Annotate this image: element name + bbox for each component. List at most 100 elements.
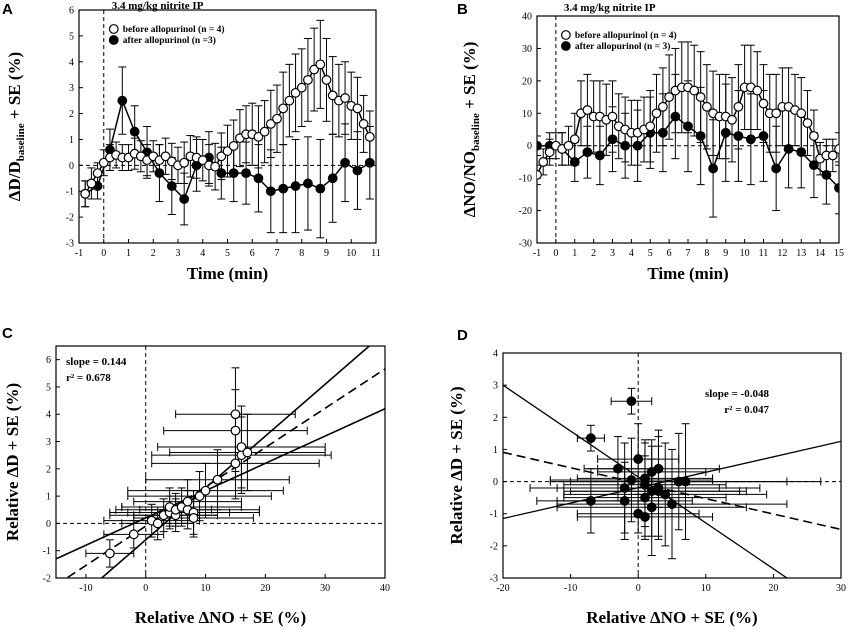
panel-c-xlabel: Relative ΔNO + SE (%) (135, 608, 306, 627)
panel-a-xtick-label: 10 (346, 248, 356, 259)
panel-d-data-point (646, 502, 657, 513)
panel-b-point-before (537, 170, 542, 180)
panel-b-xtick-label: 5 (648, 248, 653, 259)
panel-d-xtick-label: 10 (701, 583, 711, 594)
panel-b-point-before (645, 121, 656, 132)
panel-a-legend-filled-marker (108, 35, 119, 45)
panel-b-xtick-label: 2 (591, 248, 596, 259)
panel-a-point-after (290, 181, 301, 191)
panel-a-point-after (352, 165, 363, 176)
panel-a-point-before (98, 157, 109, 168)
panel-c-ytick-label: -1 (43, 546, 51, 557)
panel-a-point-before (259, 126, 270, 137)
panel-a-point-before (216, 151, 227, 162)
panel-b-legend-filled-marker (560, 41, 571, 51)
panel-a-point-before (253, 131, 264, 142)
panel-b-point-after (537, 140, 542, 151)
panel-a-ylabel-sub: baseline (15, 123, 27, 161)
panel-a-point-before (92, 168, 103, 179)
panel-a-ytick-label: 1 (69, 135, 74, 146)
panel-a-point-before (309, 64, 320, 75)
panel-c-frame (55, 345, 386, 579)
panel-c-data-point (236, 442, 247, 452)
panel-a-point-after (179, 194, 190, 204)
panel-b-point-after (695, 131, 706, 141)
panel-b-xtick-label: 3 (610, 248, 615, 259)
panel-b-chart: -1 0 1 2 3 4 5 6 7 8 9 10 11 12 13 14 15-30-20-100102030… (460, 2, 844, 283)
panel-c-ytick-label: 3 (46, 437, 51, 448)
panel-d-xtick-label: 30 (836, 583, 846, 594)
panel-a-point-before (272, 113, 282, 124)
panel-b-xtick-label: 7 (686, 248, 691, 259)
panel-a-point-before (86, 178, 97, 189)
panel-a-point-after (154, 168, 165, 179)
panel-a-point-before (222, 146, 233, 156)
panel-b-xtick-label: 8 (704, 248, 709, 259)
panel-c-data-point (230, 425, 241, 436)
panel-a-point-after (340, 157, 350, 168)
panel-a-point-after (315, 183, 326, 194)
panel-d-ytick-label: 0 (493, 477, 498, 488)
panel-c-xtick-label: -10 (79, 583, 92, 594)
panel-a-point-before (265, 119, 276, 129)
panel-b-point-after (607, 134, 618, 145)
panel-b-ylabel-main: ΔNO/NO (460, 151, 479, 217)
panel-c-data-point (242, 447, 253, 458)
panel-d-r2: r² = 0.047 (724, 404, 769, 416)
panel-a-point-before (179, 157, 190, 168)
panel-c-xtick-label: 20 (260, 583, 270, 594)
panel-a-point-before (80, 188, 91, 199)
panel-d-ytick-label: 4 (493, 349, 498, 360)
panel-a-xtick-label: 11 (371, 248, 381, 259)
panel-b-point-before (808, 131, 819, 141)
panel-c-ytick-label: 1 (46, 492, 51, 503)
panel-a-xtick-label: 5 (225, 248, 230, 259)
panel-b-point-after (569, 157, 580, 167)
panel-b-point-before (733, 101, 744, 112)
panel-d-xtick-label: 0 (636, 583, 641, 594)
panel-a-point-after (216, 168, 227, 179)
panel-c-ytick-label: 5 (46, 382, 51, 393)
panel-b-point-after (670, 111, 681, 122)
panel-b-point-after (620, 140, 631, 151)
panel-b-xtick-label: 0 (553, 248, 558, 259)
panel-c-data-point (230, 458, 241, 469)
panel-a-point-after (253, 173, 264, 184)
panel-a-point-before (340, 93, 350, 103)
panel-d-data-point (640, 492, 650, 503)
panel-b-xtick-label: 9 (723, 248, 728, 259)
panel-c-xtick-label: 40 (380, 583, 390, 594)
panel-b-ylabel: ΔNO/NObaseline + SE (%) (460, 42, 482, 218)
panel-a-point-before (278, 103, 289, 114)
panel-a-point-after (241, 168, 251, 179)
panel-a-xtick-label: 3 (176, 248, 181, 259)
panel-b-xtick-label: 13 (796, 248, 806, 259)
panel-b-xtick-label: 12 (777, 248, 787, 259)
panel-c-data-point (194, 491, 205, 502)
panel-a-ytick-label: 5 (69, 31, 74, 42)
panel-b-point-before (563, 140, 574, 151)
panel-a-xtick-label: -1 (75, 248, 83, 259)
panel-d-data-point (626, 475, 637, 485)
panel-a-xtick-label: 2 (151, 248, 156, 259)
panel-d-data-point (585, 433, 596, 444)
panel-a-point-after (166, 181, 177, 191)
panel-d-data-point (619, 483, 630, 493)
panel-c-ytick-label: -2 (43, 574, 51, 585)
panel-a-xtick-label: 6 (250, 248, 255, 259)
panel-c-data-point (152, 518, 163, 529)
panel-a-annotation: 3.4 mg/kg nitrite IP (112, 0, 204, 12)
panel-a-legend-before: before allopurinol (n = 4) (123, 24, 225, 35)
panel-c-xtick-label: 10 (201, 583, 211, 594)
panel-a-ytick-label: 6 (69, 6, 74, 17)
panel-b-xtick-label: 6 (667, 248, 672, 259)
panel-c-xtick-label: 30 (320, 583, 330, 594)
panel-a-plot-area (80, 19, 375, 239)
panel-b-xtick-label: 11 (759, 248, 769, 259)
panel-b-point-before (727, 114, 737, 125)
panel-b-ylabel-sub: baseline (470, 113, 482, 151)
panel-c-data-point (230, 409, 241, 420)
panel-b-point-after (657, 127, 668, 138)
panel-b-point-before (771, 108, 782, 119)
